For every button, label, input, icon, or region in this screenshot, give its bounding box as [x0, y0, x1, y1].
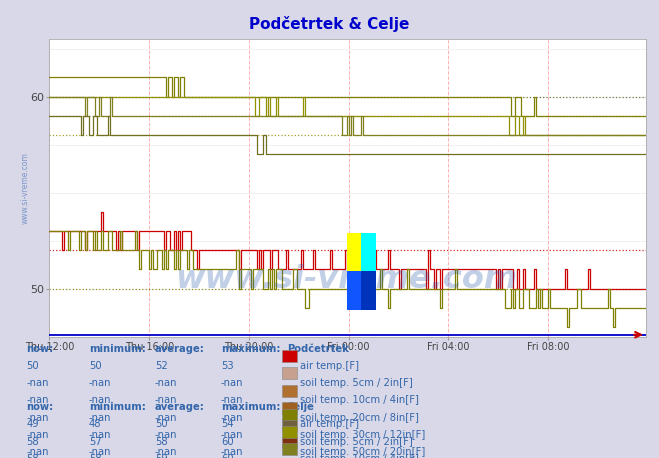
- Text: -nan: -nan: [26, 378, 49, 388]
- Text: www.si-vreme.com: www.si-vreme.com: [175, 263, 518, 294]
- Text: 59: 59: [155, 454, 167, 458]
- Text: 52: 52: [155, 361, 167, 371]
- FancyBboxPatch shape: [282, 402, 297, 414]
- Text: maximum:: maximum:: [221, 344, 280, 354]
- Text: 50: 50: [26, 361, 39, 371]
- Text: -nan: -nan: [155, 413, 177, 423]
- Text: 58: 58: [155, 436, 167, 447]
- Text: -nan: -nan: [221, 413, 243, 423]
- Text: -nan: -nan: [155, 447, 177, 457]
- FancyBboxPatch shape: [282, 443, 297, 455]
- Text: now:: now:: [26, 344, 53, 354]
- Text: soil temp. 10cm / 4in[F]: soil temp. 10cm / 4in[F]: [300, 395, 418, 405]
- Text: www.si-vreme.com: www.si-vreme.com: [21, 152, 30, 224]
- Text: minimum:: minimum:: [89, 402, 146, 412]
- Text: -nan: -nan: [89, 447, 111, 457]
- Text: -nan: -nan: [221, 378, 243, 388]
- Bar: [347, 271, 361, 310]
- Text: maximum:: maximum:: [221, 402, 280, 412]
- Text: -nan: -nan: [155, 378, 177, 388]
- Text: 53: 53: [221, 361, 233, 371]
- Text: 58: 58: [26, 436, 39, 447]
- Text: 48: 48: [89, 420, 101, 429]
- Text: -nan: -nan: [155, 430, 177, 440]
- Text: -nan: -nan: [26, 447, 49, 457]
- Text: 50: 50: [155, 420, 167, 429]
- Text: Celje: Celje: [287, 402, 314, 412]
- Text: average:: average:: [155, 402, 205, 412]
- Text: -nan: -nan: [89, 430, 111, 440]
- Text: Podčetrtek: Podčetrtek: [287, 344, 349, 354]
- Text: Podčetrtek & Celje: Podčetrtek & Celje: [249, 16, 410, 32]
- Text: 60: 60: [221, 436, 233, 447]
- Text: 57: 57: [89, 436, 101, 447]
- Text: 60: 60: [221, 454, 233, 458]
- Text: soil temp. 50cm / 20in[F]: soil temp. 50cm / 20in[F]: [300, 447, 425, 457]
- Text: -nan: -nan: [221, 430, 243, 440]
- Text: -nan: -nan: [26, 413, 49, 423]
- Text: soil temp. 5cm / 2in[F]: soil temp. 5cm / 2in[F]: [300, 436, 413, 447]
- Bar: [361, 271, 376, 310]
- FancyBboxPatch shape: [282, 420, 297, 431]
- Bar: [347, 233, 361, 271]
- FancyBboxPatch shape: [282, 350, 297, 362]
- Text: 54: 54: [221, 420, 233, 429]
- Text: soil temp. 30cm / 12in[F]: soil temp. 30cm / 12in[F]: [300, 430, 425, 440]
- Text: -nan: -nan: [155, 395, 177, 405]
- FancyBboxPatch shape: [282, 426, 297, 438]
- Text: -nan: -nan: [221, 447, 243, 457]
- FancyBboxPatch shape: [282, 367, 297, 379]
- Text: -nan: -nan: [89, 413, 111, 423]
- FancyBboxPatch shape: [282, 385, 297, 397]
- Text: 50: 50: [89, 361, 101, 371]
- Text: air temp.[F]: air temp.[F]: [300, 420, 359, 429]
- Text: -nan: -nan: [26, 430, 49, 440]
- Text: soil temp. 5cm / 2in[F]: soil temp. 5cm / 2in[F]: [300, 378, 413, 388]
- FancyBboxPatch shape: [282, 436, 297, 448]
- Text: 49: 49: [26, 420, 39, 429]
- Text: 58: 58: [89, 454, 101, 458]
- Text: air temp.[F]: air temp.[F]: [300, 361, 359, 371]
- FancyBboxPatch shape: [282, 409, 297, 420]
- Text: -nan: -nan: [221, 395, 243, 405]
- Text: -nan: -nan: [89, 395, 111, 405]
- Text: now:: now:: [26, 402, 53, 412]
- Text: soil temp. 10cm / 4in[F]: soil temp. 10cm / 4in[F]: [300, 454, 418, 458]
- Text: minimum:: minimum:: [89, 344, 146, 354]
- Bar: [361, 233, 376, 271]
- Text: -nan: -nan: [89, 378, 111, 388]
- Text: -nan: -nan: [26, 395, 49, 405]
- Text: average:: average:: [155, 344, 205, 354]
- Text: 58: 58: [26, 454, 39, 458]
- Text: soil temp. 20cm / 8in[F]: soil temp. 20cm / 8in[F]: [300, 413, 418, 423]
